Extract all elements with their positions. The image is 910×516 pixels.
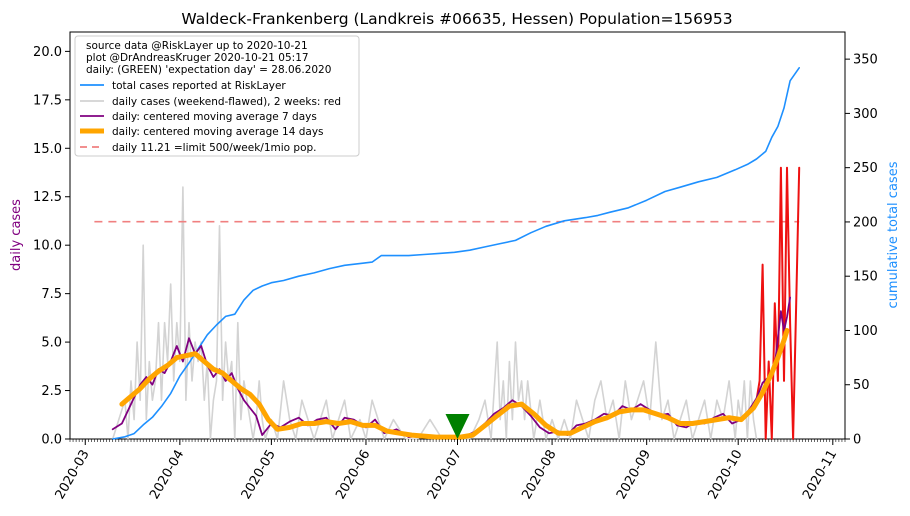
x-tick-label: 2020-06 [333, 448, 373, 503]
legend-label-daily: daily cases (weekend-flawed), 2 weeks: r… [112, 96, 341, 108]
left-y-tick-label: 5.0 [41, 336, 62, 351]
legend-label-total: total cases reported at RiskLayer [112, 80, 286, 92]
right-y-tick-label: 50 [853, 378, 870, 393]
x-tick-label: 2020-05 [239, 448, 279, 503]
legend-label-ma14: daily: centered moving average 14 days [112, 126, 324, 138]
right-y-tick-label: 250 [853, 161, 878, 176]
legend-label-limit: daily 11.21 =limit 500/week/1mio pop. [112, 142, 317, 154]
right-y-tick-label: 150 [853, 270, 878, 285]
series-layer [94, 67, 801, 440]
left-y-tick-label: 10.0 [33, 239, 62, 254]
right-y-tick-label: 300 [853, 107, 878, 122]
left-y-tick-label: 7.5 [41, 287, 62, 302]
marker-layer [445, 414, 470, 439]
legend: source data @RiskLayer up to 2020-10-21 … [74, 35, 360, 157]
x-tick-label: 2020-08 [519, 448, 559, 503]
legend-info-line-3: daily: (GREEN) 'expectation day' = 28.06… [86, 64, 331, 76]
x-tick-label: 2020-09 [614, 448, 654, 503]
series-moving-average-14-line [119, 328, 790, 440]
x-axis: 2020-03 2020-04 2020-05 2020-06 2020-07 2020-… [53, 439, 846, 503]
expectation-day-marker [445, 414, 470, 439]
y-axis-left-label: daily cases [9, 199, 24, 271]
x-tick-label: 2020-04 [147, 448, 187, 503]
right-y-tick-label: 350 [853, 53, 878, 68]
left-y-tick-label: 12.5 [33, 190, 62, 205]
legend-box [74, 35, 360, 157]
y-axis-right-label: cumulative total cases [886, 161, 901, 308]
chart-title: Waldeck-Frankenberg (Landkreis #06635, H… [181, 10, 732, 28]
left-axis: 0.0 2.5 5.0 7.5 10.0 12.5 15.0 17.5 20.0 [33, 45, 70, 448]
right-y-tick-label: 100 [853, 324, 878, 339]
series-daily-cases-line [111, 186, 758, 440]
left-y-tick-label: 2.5 [41, 384, 62, 399]
x-tick-label: 2020-03 [53, 448, 93, 503]
x-tick-label: 2020-07 [425, 448, 465, 503]
legend-label-ma7: daily: centered moving average 7 days [112, 111, 317, 123]
x-tick-label: 2020-10 [706, 448, 746, 503]
x-tick-label: 2020-11 [800, 448, 840, 503]
legend-info-line-1: source data @RiskLayer up to 2020-10-21 [86, 40, 308, 52]
right-y-tick-label: 200 [853, 215, 878, 230]
left-y-tick-label: 20.0 [33, 45, 62, 60]
legend-info-line-2: plot @DrAndreasKruger 2020-10-21 05:17 [86, 52, 309, 64]
left-y-tick-label: 17.5 [33, 93, 62, 108]
left-y-tick-label: 0.0 [41, 433, 62, 448]
series-daily-last-2-weeks-line [755, 166, 801, 440]
plot-area [69, 31, 846, 440]
left-y-tick-label: 15.0 [33, 142, 62, 157]
right-axis: 0 50 100 150 200 250 300 350 [845, 53, 878, 448]
right-y-tick-label: 0 [853, 433, 861, 448]
